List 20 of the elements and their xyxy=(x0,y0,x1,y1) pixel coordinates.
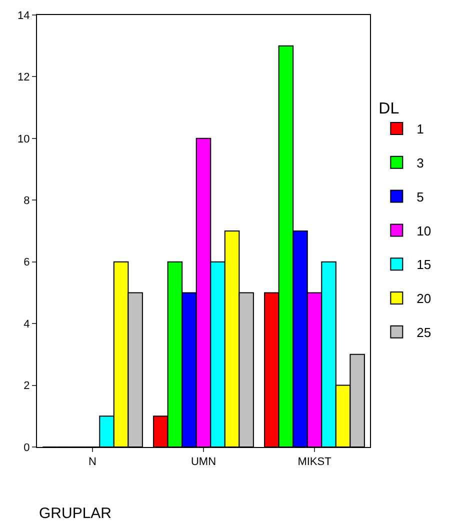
y-tick-label: 2 xyxy=(24,380,30,392)
legend-label: 10 xyxy=(416,223,432,238)
y-tick-label: 4 xyxy=(24,318,30,330)
legend-label: 5 xyxy=(416,189,424,204)
legend-label: 15 xyxy=(416,257,432,272)
legend-label: 25 xyxy=(416,324,432,340)
y-tick-label: 0 xyxy=(24,442,30,454)
x-tick-label: MIKST xyxy=(298,456,332,468)
x-tick-label: UMN xyxy=(190,456,216,468)
legend-title: DL xyxy=(378,100,400,118)
x-axis-title: GRUPLAR xyxy=(39,505,112,522)
y-tick-label: 6 xyxy=(24,256,30,269)
y-tick-label: 8 xyxy=(24,194,30,207)
y-tick-label: 10 xyxy=(18,133,30,146)
y-tick-label: 12 xyxy=(18,72,30,84)
legend-label: 3 xyxy=(416,155,424,170)
y-tick-label: 14 xyxy=(18,10,30,22)
legend-label: 20 xyxy=(416,291,432,306)
legend-label: 1 xyxy=(416,122,424,137)
x-tick-label: N xyxy=(88,456,97,468)
